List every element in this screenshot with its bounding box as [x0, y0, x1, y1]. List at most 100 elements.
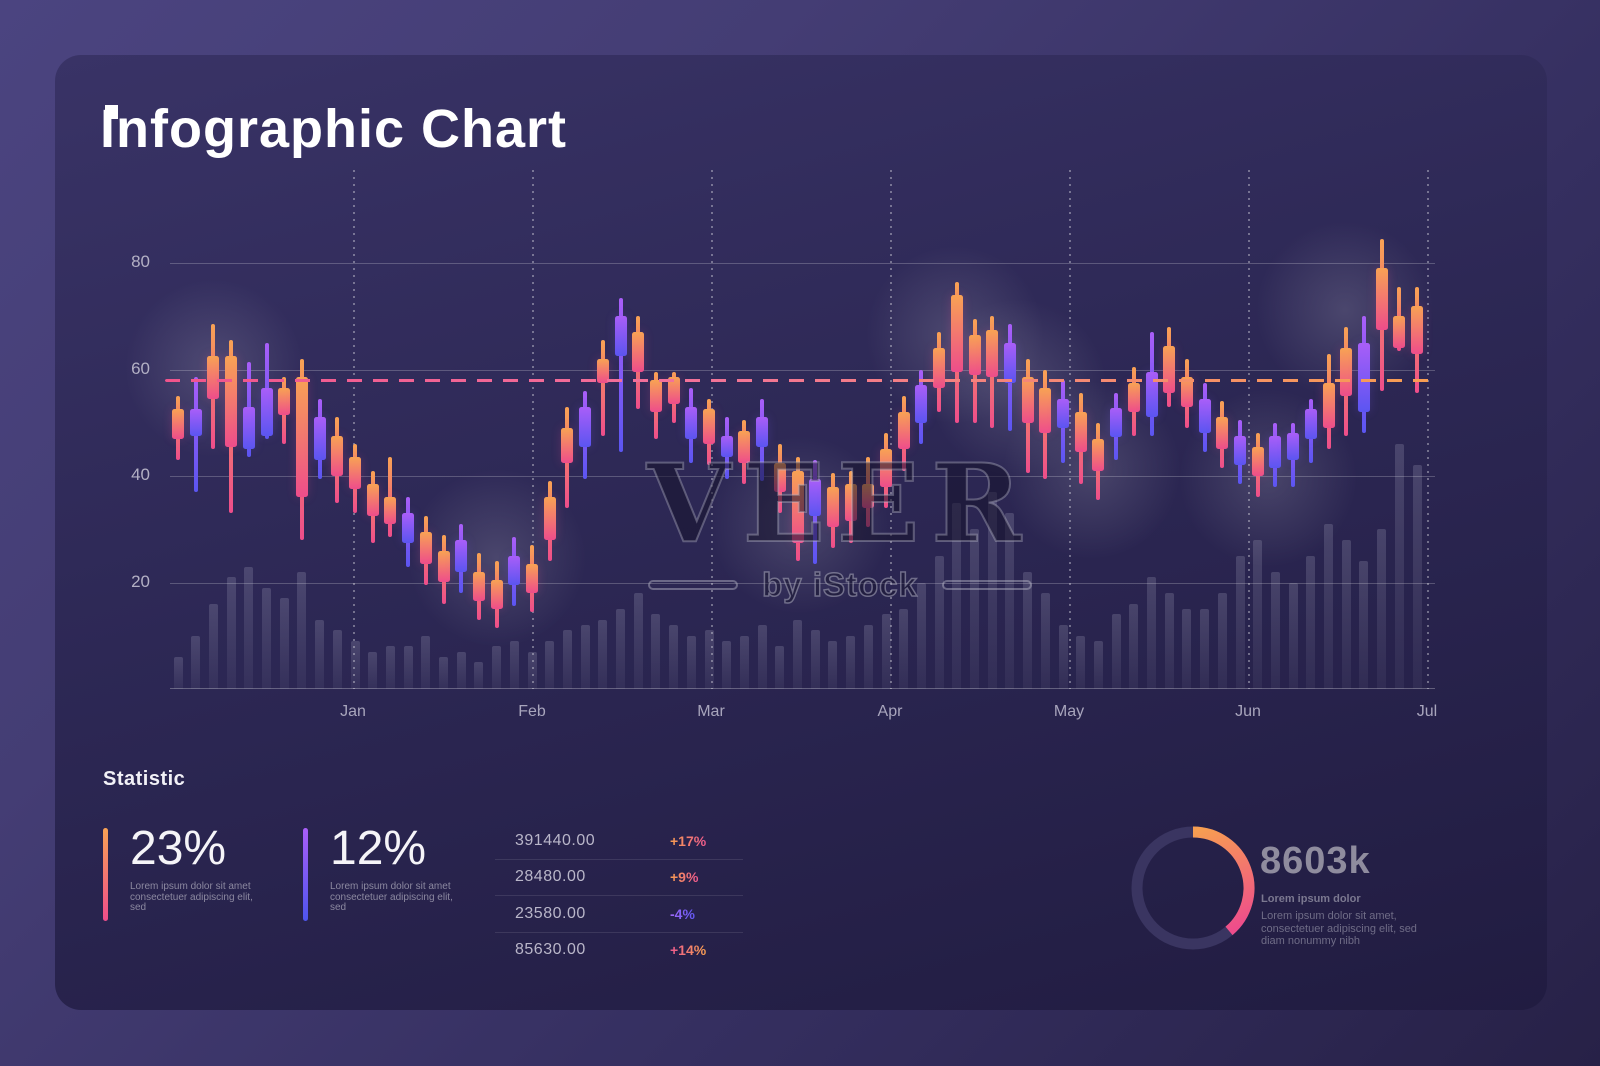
candle-body	[295, 377, 308, 498]
volume-bar	[651, 614, 661, 689]
candle-body	[1340, 348, 1353, 397]
candle-body	[1287, 433, 1300, 461]
x-axis-month-label: Jan	[340, 703, 366, 720]
donut-value: 8603k	[1260, 840, 1371, 882]
candle-body	[986, 329, 999, 378]
volume-bar	[1023, 571, 1033, 689]
x-axis-month-label: Feb	[518, 703, 546, 720]
candle-body	[1021, 377, 1034, 423]
y-axis-tick-label: 80	[131, 252, 150, 271]
candle-body	[384, 497, 397, 524]
table-change: +14%	[670, 942, 707, 959]
stat-description: Lorem ipsum dolor sit amet consectetuer …	[130, 881, 253, 913]
candle-body	[649, 380, 662, 413]
values-table: 391440.00 +17% 28480.00 +9% 23580.00 -4%…	[495, 823, 743, 968]
candle-body	[897, 412, 910, 450]
candle-body	[632, 332, 645, 373]
table-row: 28480.00 +9%	[495, 858, 743, 896]
candle-body	[526, 563, 538, 594]
candle-body	[1269, 436, 1282, 468]
candle-body	[968, 334, 981, 375]
candle-body	[402, 513, 415, 543]
volume-bar	[1058, 625, 1068, 689]
watermark-corner-square	[105, 105, 118, 119]
dashed-reference-line	[165, 379, 1435, 382]
volume-bar	[1359, 561, 1369, 689]
candle-body	[596, 358, 609, 383]
candle-body	[862, 483, 875, 508]
volume-bar	[456, 651, 466, 689]
candle-body	[844, 483, 857, 522]
candle-body	[915, 385, 928, 423]
donut-description: Lorem ipsum dolor sit amet, consectetuer…	[1261, 910, 1417, 947]
volume-bar	[616, 609, 625, 689]
volume-bar	[757, 625, 767, 689]
volume-bar	[368, 651, 378, 689]
month-gridline	[890, 170, 892, 689]
table-value: 85630.00	[515, 941, 586, 959]
volume-bar	[633, 593, 643, 689]
volume-bar	[828, 641, 838, 689]
volume-bar	[226, 577, 236, 689]
candle-wick	[618, 297, 623, 453]
candle-body	[880, 449, 892, 487]
volume-bar	[385, 646, 395, 689]
volume-bar	[244, 566, 254, 689]
table-row: 391440.00 +17%	[495, 823, 743, 859]
volume-bar	[881, 614, 891, 689]
volume-bar	[1324, 523, 1333, 689]
volume-bar	[315, 619, 325, 689]
month-gridline	[1248, 170, 1250, 689]
candle-body	[1357, 342, 1370, 413]
volume-bar	[1147, 577, 1156, 689]
candle-body	[1003, 342, 1016, 383]
volume-bar	[580, 625, 590, 689]
volume-bar	[1270, 571, 1280, 689]
stat-value: 23%	[130, 822, 227, 875]
candle-body	[455, 539, 468, 572]
candle-body	[1074, 412, 1087, 453]
volume-bar	[810, 630, 820, 689]
donut-title: Lorem ipsum dolor	[1261, 893, 1361, 905]
month-gridline	[532, 170, 534, 689]
stat-accent-bar	[303, 828, 308, 921]
month-gridline	[1427, 170, 1429, 689]
plot-area: 80 60 40 20 Jan Feb Mar Apr May Jun Jul	[124, 170, 1437, 720]
volume-bar	[775, 646, 785, 689]
volume-bar	[1093, 641, 1103, 689]
volume-bar	[704, 630, 714, 689]
volume-bar	[173, 657, 183, 689]
infographic-panel: Infographic Chart 80 60 40 20 Jan Feb Mar Apr Ma…	[55, 55, 1547, 1010]
candle-body	[1145, 372, 1158, 418]
candle-body	[1393, 316, 1406, 349]
candle-body	[1057, 398, 1069, 429]
volume-bar	[562, 630, 572, 689]
stat-accent-bar	[103, 828, 108, 921]
candle-body	[1322, 382, 1335, 429]
volume-bar	[1235, 555, 1245, 689]
y-gridline	[170, 369, 1435, 371]
candle-body	[1411, 305, 1423, 354]
volume-bar	[1164, 593, 1174, 689]
y-axis-tick-label: 20	[131, 571, 150, 591]
x-axis-month-label: May	[1053, 703, 1085, 720]
candle-body	[791, 470, 804, 543]
volume-bar	[1394, 444, 1404, 689]
volume-bar	[1111, 614, 1121, 689]
candle-body	[1110, 407, 1123, 438]
table-change: +9%	[670, 869, 699, 886]
volume-bar	[1040, 593, 1050, 689]
volume-bar	[1217, 593, 1227, 689]
volume-bar	[474, 662, 484, 689]
volume-bar	[1076, 635, 1086, 689]
volume-bar	[527, 651, 537, 689]
volume-bar	[952, 502, 962, 689]
volume-bar	[403, 646, 413, 689]
candle-body	[826, 486, 839, 527]
candle-body	[1127, 382, 1140, 413]
x-axis-month-label: Mar	[697, 703, 725, 720]
month-gridline	[353, 170, 355, 689]
volume-bar	[899, 609, 909, 689]
table-row: 85630.00 +14%	[495, 931, 743, 969]
